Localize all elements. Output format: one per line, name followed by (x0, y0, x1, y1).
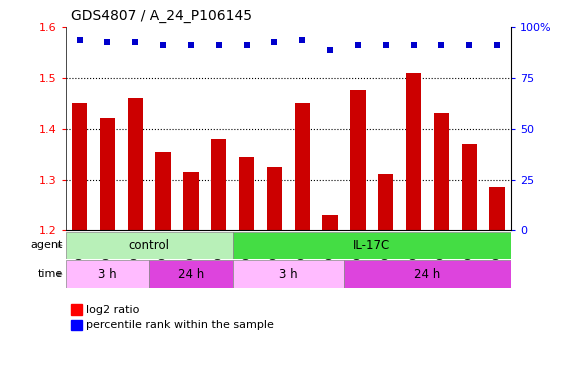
Text: 24 h: 24 h (415, 268, 441, 281)
Text: GDS4807 / A_24_P106145: GDS4807 / A_24_P106145 (71, 9, 252, 23)
Point (270, 39, 279, 45)
Text: time: time (38, 269, 63, 279)
Bar (344, 260, 511, 288)
Point (465, 41, 474, 48)
Point (103, 39, 112, 45)
Text: percentile rank within the sample: percentile rank within the sample (86, 320, 274, 330)
Bar (434, 113, 449, 230)
Bar (127, 98, 143, 230)
Bar (323, 215, 338, 230)
Text: 3 h: 3 h (98, 268, 116, 281)
Point (159, 41, 168, 48)
Bar (183, 172, 199, 230)
Bar (100, 119, 115, 230)
Text: control: control (128, 239, 170, 252)
Point (131, 39, 140, 45)
Point (214, 41, 223, 48)
Point (75, 36, 84, 43)
Bar (72, 103, 87, 230)
Text: 3 h: 3 h (279, 268, 297, 281)
Bar (350, 91, 365, 230)
Point (409, 41, 418, 48)
Point (186, 41, 195, 48)
Point (242, 41, 251, 48)
Bar (233, 260, 344, 288)
Point (353, 41, 363, 48)
Bar (149, 260, 233, 288)
Point (493, 41, 502, 48)
Point (297, 36, 307, 43)
Bar (239, 157, 254, 230)
Text: 24 h: 24 h (178, 268, 204, 281)
Text: agent: agent (30, 240, 63, 250)
Text: log2 ratio: log2 ratio (86, 305, 139, 315)
Point (381, 41, 391, 48)
Bar (406, 73, 421, 230)
Bar (66, 260, 149, 288)
Bar (233, 232, 511, 259)
Text: IL-17C: IL-17C (353, 239, 391, 252)
Bar (489, 187, 505, 230)
Bar (378, 174, 393, 230)
Bar (295, 103, 310, 230)
Point (437, 41, 446, 48)
Bar (66, 232, 233, 259)
Bar (155, 152, 171, 230)
Bar (211, 139, 227, 230)
Bar (267, 167, 282, 230)
Point (325, 47, 335, 53)
Bar (461, 144, 477, 230)
